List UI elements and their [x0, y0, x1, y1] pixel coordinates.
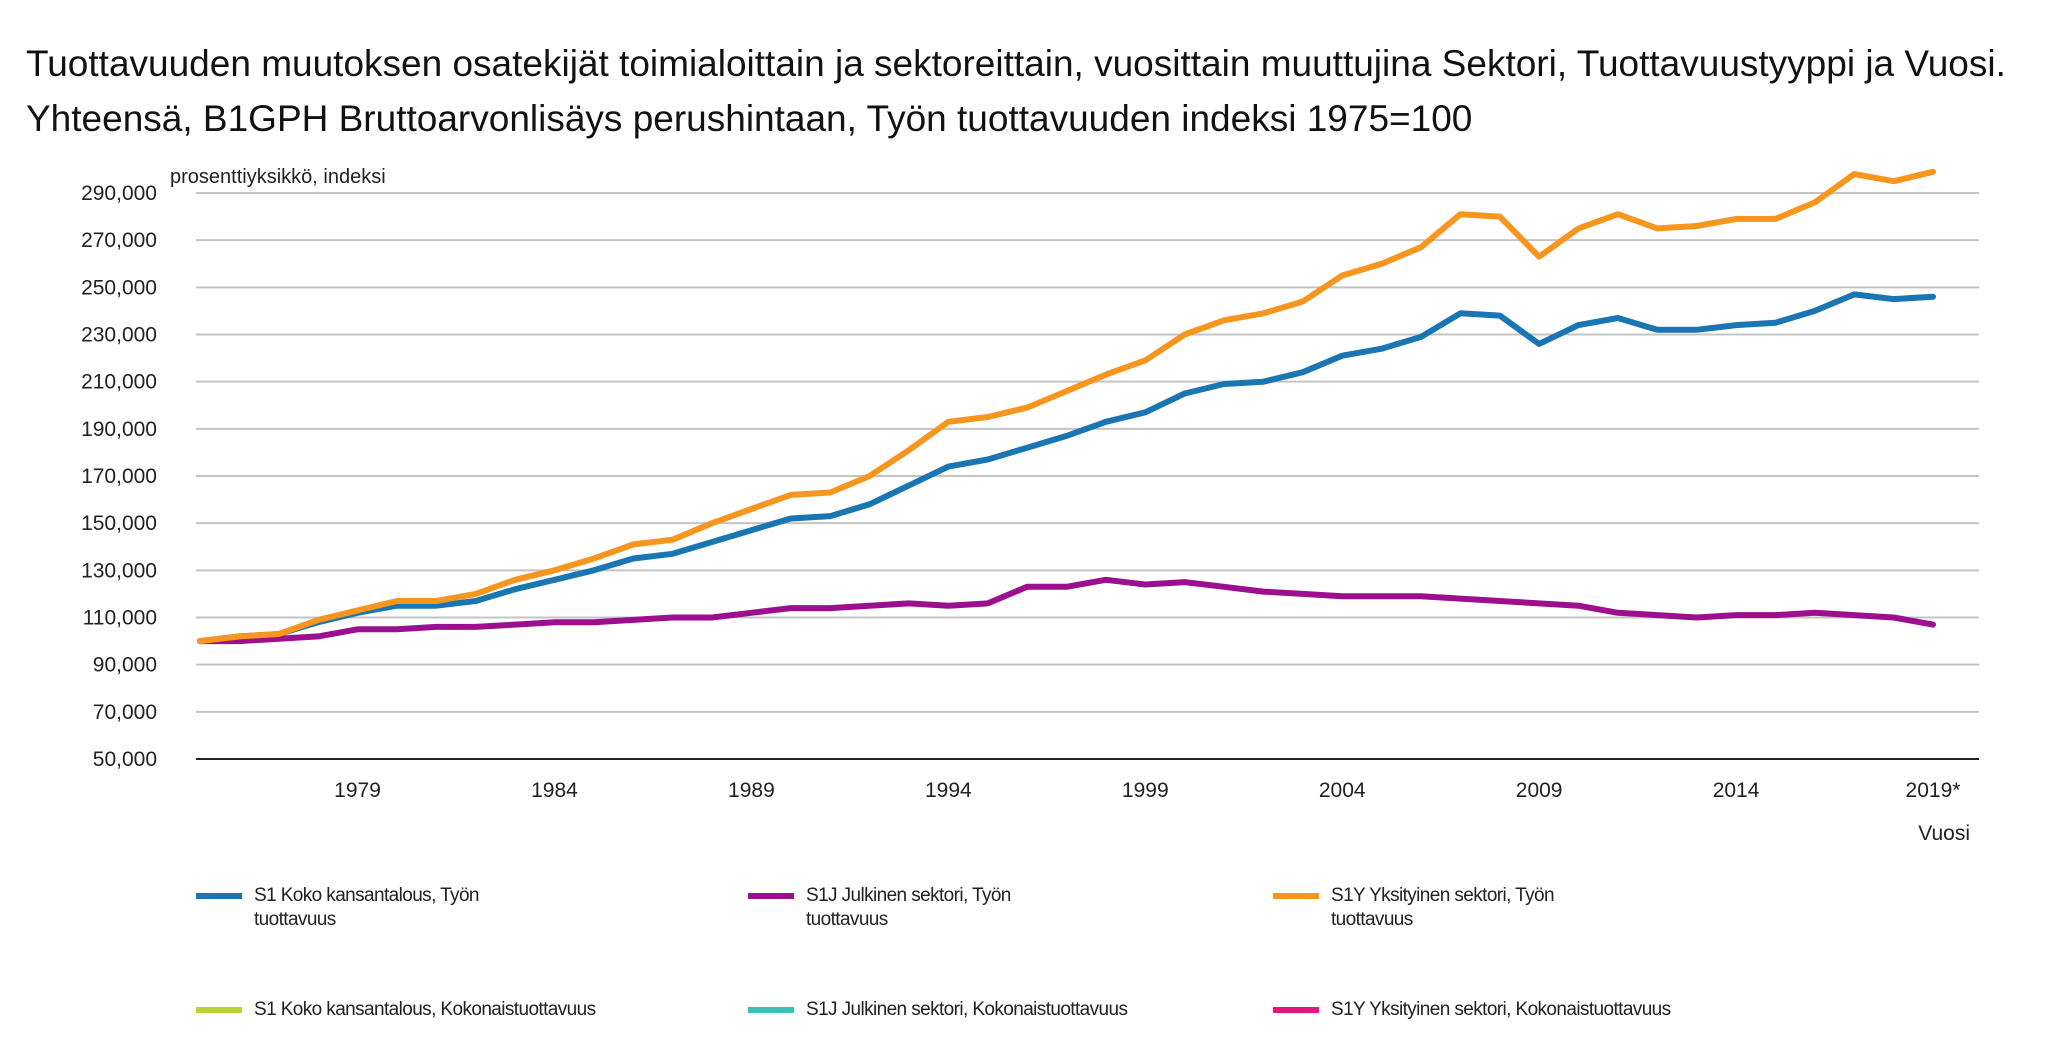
x-tick-label: 2004	[1319, 779, 1366, 802]
legend-label: S1Y Yksityinen sektori, Työn	[1331, 885, 1555, 906]
legend-swatch	[1273, 893, 1319, 899]
series-line-0	[197, 291, 1936, 645]
legend-label: S1J Julkinen sektori, Työn	[806, 885, 1011, 906]
legend-label: S1 Koko kansantalous, Kokonaistuottavuus	[254, 999, 596, 1020]
legend-label: S1J Julkinen sektori, Kokonaistuottavuus	[806, 999, 1128, 1020]
x-tick-label: 1999	[1122, 779, 1169, 802]
y-tick-label: 290,000	[81, 182, 157, 205]
legend-label-cont: tuottavuus	[1331, 909, 1413, 930]
y-axis-unit-label: prosenttiyksikkö, indeksi	[170, 166, 386, 188]
legend-swatch	[748, 893, 794, 899]
x-tick-label: 2014	[1713, 779, 1760, 802]
legend-swatch	[1273, 1007, 1319, 1013]
y-tick-label: 50,000	[93, 748, 157, 771]
legend-label-cont: tuottavuus	[254, 909, 336, 930]
chart-title: Tuottavuuden muutoksen osatekijät toimia…	[26, 43, 2006, 139]
legend-item-s1y-kokonais[interactable]: S1Y Yksityinen sektori, Kokonaistuottavu…	[1273, 998, 1671, 1022]
y-tick-label: 90,000	[93, 654, 157, 677]
x-tick-label: 1984	[531, 779, 578, 802]
y-tick-label: 150,000	[81, 512, 157, 535]
legend-item-s1y-tyon[interactable]: S1Y Yksityinen sektori, Työn tuottavuus	[1273, 884, 1555, 932]
y-tick-label: 110,000	[83, 607, 157, 630]
x-tick-label: 1979	[334, 779, 381, 802]
legend-swatch	[196, 1007, 242, 1013]
y-tick-label: 250,000	[81, 276, 157, 299]
x-tick-label: 2009	[1516, 779, 1563, 802]
legend-item-s1j-kokonais[interactable]: S1J Julkinen sektori, Kokonaistuottavuus	[748, 998, 1128, 1022]
series-line-1	[197, 576, 1936, 645]
legend-item-s1j-tyon[interactable]: S1J Julkinen sektori, Työn tuottavuus	[748, 884, 1011, 932]
x-tick-label: 1994	[925, 779, 972, 802]
legend-label: S1 Koko kansantalous, Työn	[254, 885, 479, 906]
x-axis-label: Vuosi	[1918, 822, 1970, 845]
legend-item-s1-kokonais[interactable]: S1 Koko kansantalous, Kokonaistuottavuus	[196, 998, 596, 1022]
legend-swatch	[748, 1007, 794, 1013]
y-tick-label: 170,000	[81, 465, 157, 488]
legend-item-s1-tyon[interactable]: S1 Koko kansantalous, Työn tuottavuus	[196, 884, 479, 932]
y-tick-label: 70,000	[93, 701, 157, 724]
x-tick-label: 2019*	[1906, 779, 1961, 802]
y-tick-label: 210,000	[81, 371, 157, 394]
x-tick-label: 1989	[728, 779, 775, 802]
y-tick-label: 270,000	[81, 229, 157, 252]
legend-swatch	[196, 893, 242, 899]
y-tick-label: 130,000	[81, 559, 157, 582]
y-tick-label: 230,000	[81, 324, 157, 347]
series-line-2	[197, 168, 1936, 645]
y-tick-label: 190,000	[81, 418, 157, 441]
legend-label: S1Y Yksityinen sektori, Kokonaistuottavu…	[1331, 999, 1671, 1020]
legend-label-cont: tuottavuus	[806, 909, 888, 930]
